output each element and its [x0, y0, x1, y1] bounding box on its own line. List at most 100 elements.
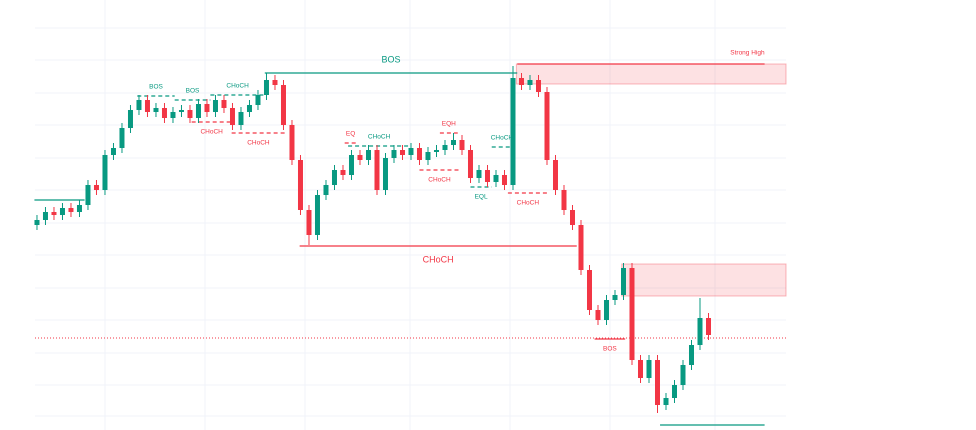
candle-body	[102, 155, 108, 190]
candle-body	[280, 85, 286, 125]
candle-body	[127, 110, 133, 128]
candle-body	[255, 95, 261, 105]
candle-body	[195, 104, 201, 118]
candle-body	[467, 150, 473, 178]
candle-body	[68, 208, 74, 212]
candle-body	[272, 80, 278, 85]
candle-body	[569, 210, 575, 225]
candle-body	[382, 158, 388, 190]
candle-body	[501, 175, 507, 185]
candle-body	[637, 360, 643, 378]
candle-body	[365, 150, 371, 160]
structure-label: CHoCH	[200, 129, 223, 136]
structure-label: Strong High	[730, 50, 765, 57]
candle-body	[59, 208, 65, 215]
candle-body	[391, 150, 397, 158]
candle-body	[289, 125, 295, 160]
structure-label: CHoCH	[423, 254, 454, 264]
candle-body	[187, 110, 193, 118]
candle-body	[510, 78, 516, 185]
candle-body	[527, 80, 533, 85]
candle-body	[110, 148, 116, 155]
candle-body	[416, 148, 422, 160]
structure-label: EQH	[442, 121, 456, 128]
candle-body	[119, 128, 125, 148]
candle-body	[603, 300, 609, 320]
candle-body	[238, 112, 244, 125]
candle-body	[229, 108, 235, 125]
candle-body	[153, 108, 159, 112]
candle-body	[144, 100, 150, 112]
structure-label: CHoCH	[247, 140, 270, 147]
candle-body	[374, 150, 380, 190]
candle-body	[204, 104, 210, 112]
candle-body	[93, 185, 99, 190]
candle-body	[450, 140, 456, 145]
candle-body	[221, 100, 227, 108]
structure-label: CHoCH	[491, 135, 514, 142]
candle-body	[136, 100, 142, 110]
order-block	[515, 63, 787, 85]
candle-body	[484, 170, 490, 182]
candle-body	[399, 150, 405, 155]
candle-body	[263, 80, 269, 95]
candle-body	[705, 318, 711, 335]
candle-body	[654, 360, 660, 405]
candle-body	[161, 108, 167, 118]
candle-body	[357, 155, 363, 160]
structure-label: EQ	[346, 131, 355, 138]
candle-body	[476, 170, 482, 178]
structure-label: CHoCH	[428, 177, 451, 184]
structure-label: BOS	[603, 346, 617, 353]
structure-label: CHoCH	[226, 83, 249, 90]
candle-body	[433, 150, 439, 152]
candle-body	[586, 270, 592, 310]
structure-label: EQL	[475, 194, 488, 201]
candle-body	[314, 195, 320, 235]
candle-body	[561, 190, 567, 210]
candle-body	[518, 78, 524, 85]
candle-body	[595, 310, 601, 320]
candle-body	[493, 175, 499, 182]
candle-body	[331, 170, 337, 185]
candle-body	[348, 155, 354, 175]
candle-body	[34, 220, 40, 225]
candle-body	[535, 80, 541, 92]
candle-body	[85, 185, 91, 205]
structure-label: CHoCH	[517, 200, 540, 207]
candle-body	[170, 112, 176, 118]
order-block	[621, 263, 787, 297]
structure-label: BOS	[382, 54, 401, 64]
grid	[35, 0, 786, 430]
candle-body	[212, 100, 218, 112]
candle-body	[680, 365, 686, 385]
candle-body	[612, 295, 618, 300]
candle-body	[552, 160, 558, 190]
candle-body	[297, 160, 303, 210]
candle-body	[688, 345, 694, 365]
candle-body	[246, 105, 252, 112]
candle-body	[442, 145, 448, 150]
structure-label: CHoCH	[368, 134, 391, 141]
candle-body	[323, 185, 329, 195]
candle-body	[51, 212, 57, 215]
candle-body	[646, 360, 652, 378]
candle-body	[663, 398, 669, 405]
candle-body	[42, 212, 48, 220]
structure-label: BOS	[186, 88, 200, 95]
candle-body	[340, 170, 346, 175]
candle-body	[76, 205, 82, 212]
candle-body	[459, 140, 465, 150]
structure-label: BOS	[149, 84, 163, 91]
candle-body	[629, 268, 635, 360]
candle-body	[697, 318, 703, 345]
candle-body	[178, 110, 184, 112]
candle-body	[306, 210, 312, 235]
candle-body	[408, 148, 414, 155]
candle-body	[425, 152, 431, 160]
candle-body	[578, 225, 584, 270]
candle-body	[620, 268, 626, 295]
candle-body	[671, 385, 677, 398]
candle-body	[544, 92, 550, 160]
